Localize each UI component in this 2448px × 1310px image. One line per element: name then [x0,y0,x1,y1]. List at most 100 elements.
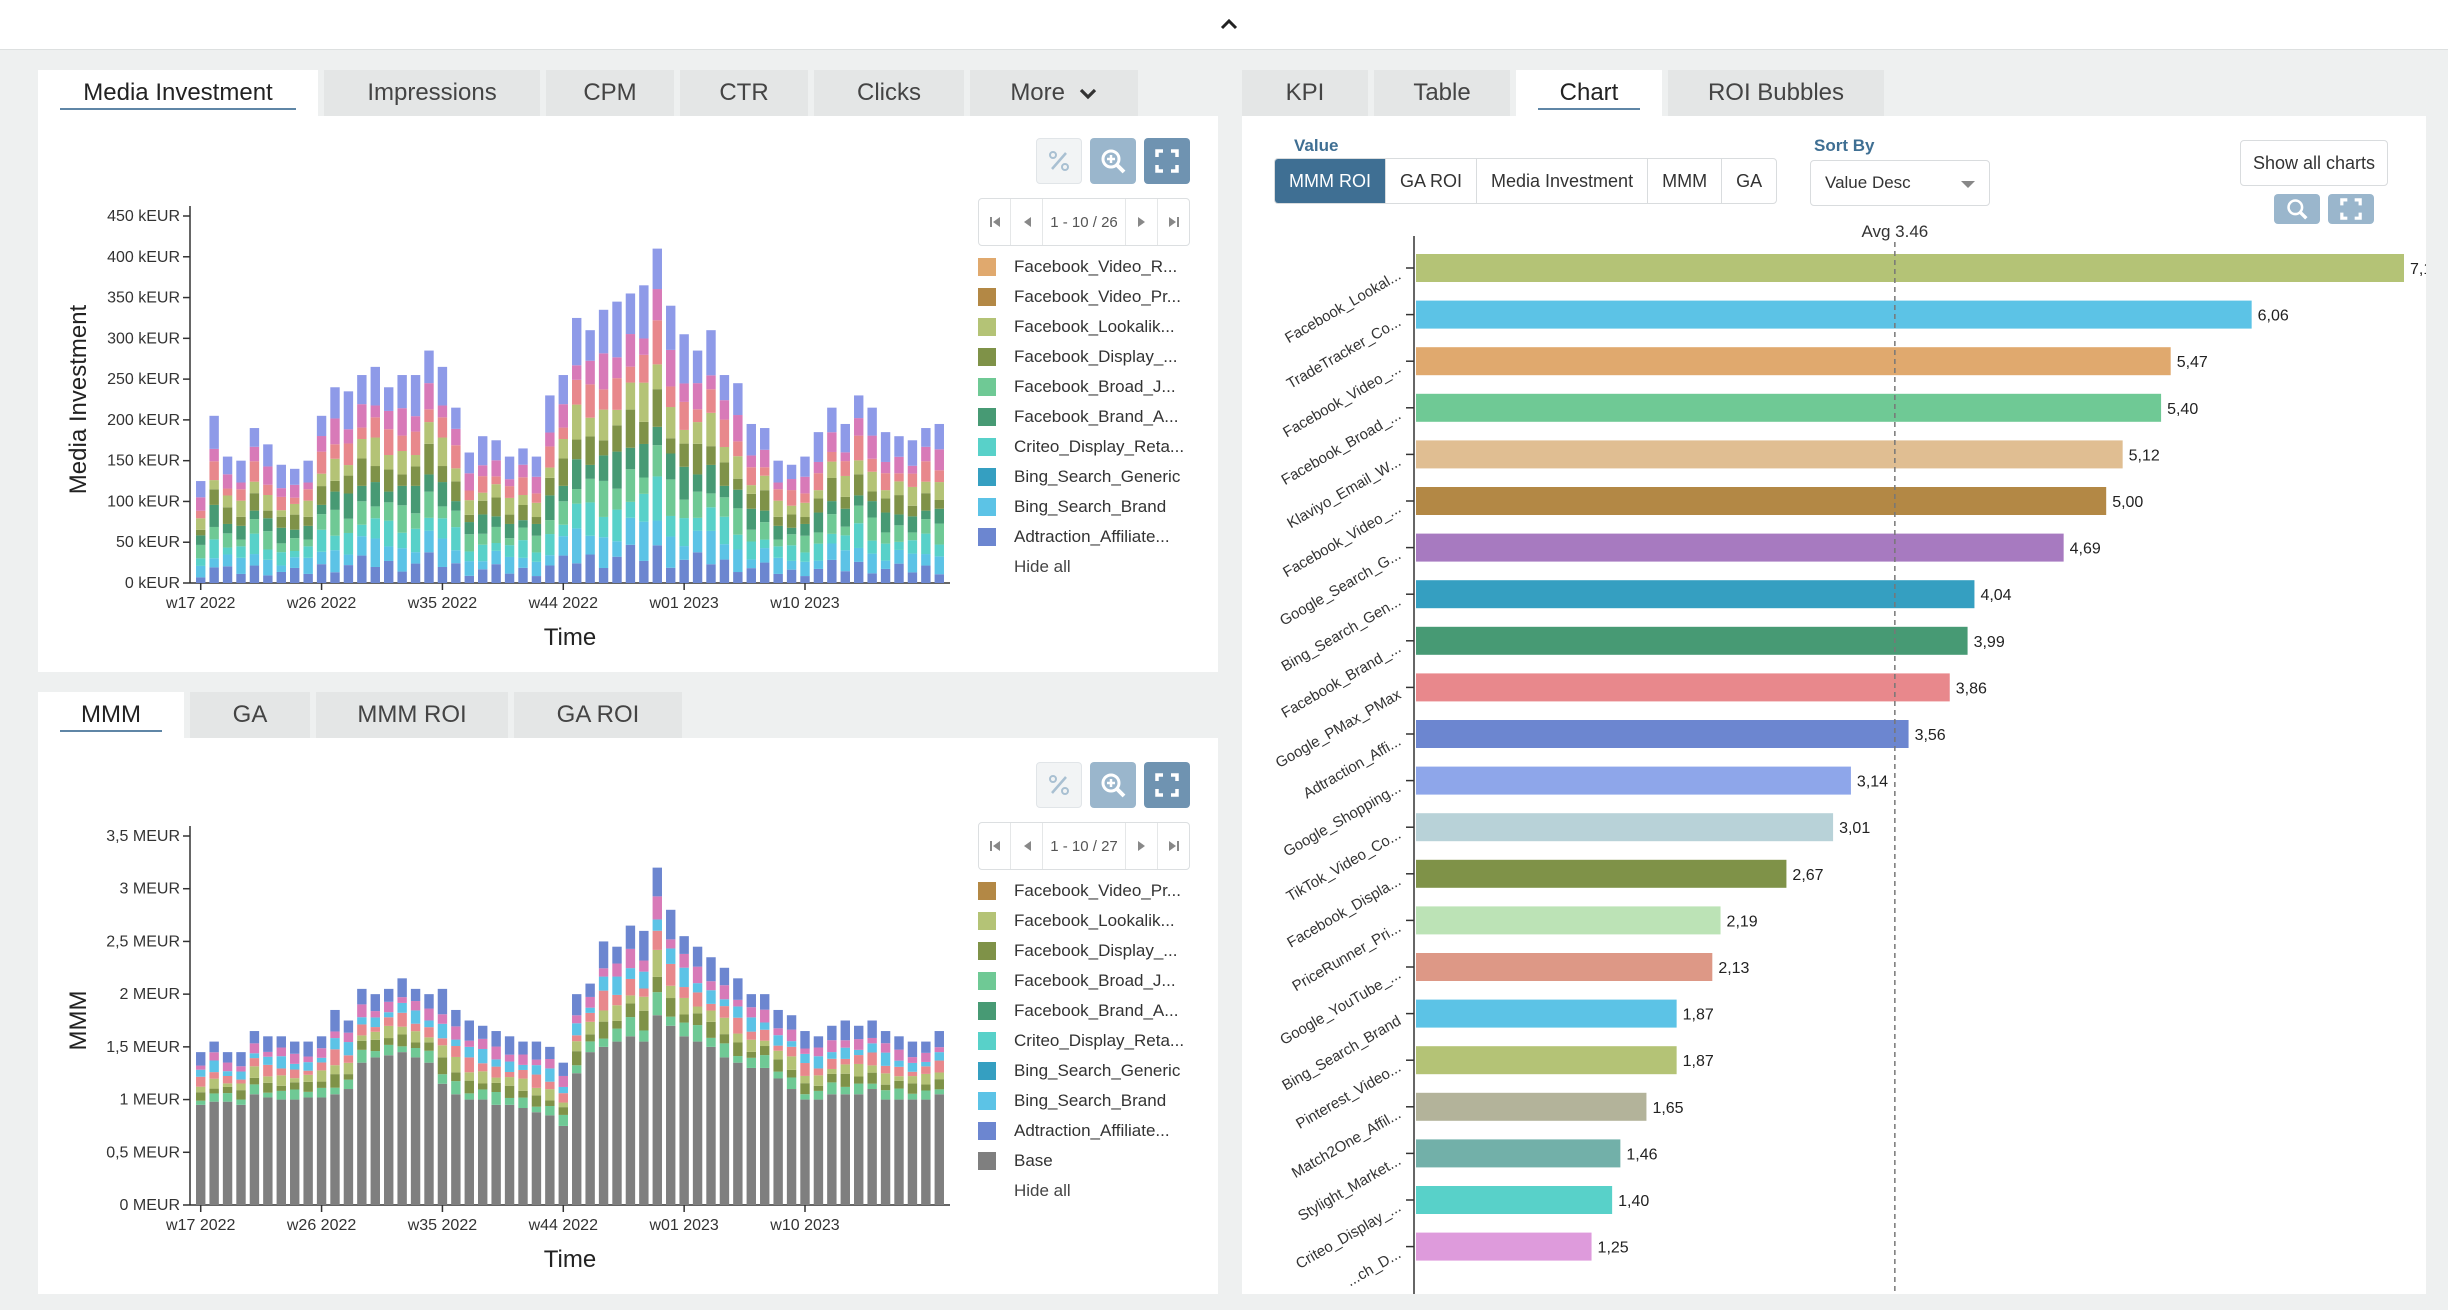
legend-item[interactable]: Facebook_Broad_J... [978,966,1184,996]
legend-label: Facebook_Brand_A... [1014,407,1179,426]
zoom-button[interactable] [1090,762,1136,808]
legend-item[interactable]: Facebook_Video_R... [978,252,1184,282]
bar-segment [303,573,313,583]
bar-segment [760,467,770,476]
pager-last-button[interactable] [1157,199,1189,245]
bar-segment [370,1027,380,1032]
legend-item[interactable]: Bing_Search_Generic [978,462,1184,492]
value-selector: MMM ROI GA ROI Media Investment MMM GA [1274,158,1778,204]
bar-segment-base [679,1036,689,1205]
legend-item[interactable]: Facebook_Video_Pr... [978,876,1184,906]
legend-label: Facebook_Lookalik... [1014,911,1175,930]
tab-mmm[interactable]: MMM [38,692,184,738]
bar-segment-base [706,1046,716,1205]
bar-segment [652,389,662,427]
percent-toggle-button[interactable] [1036,762,1082,808]
legend-item[interactable]: Bing_Search_Brand [978,492,1184,522]
zoom-button[interactable] [2274,194,2320,224]
bar-segment [800,476,810,494]
tab-media-investment[interactable]: Media Investment [38,70,318,116]
legend-item[interactable]: Facebook_Lookalik... [978,312,1184,342]
tab-more[interactable]: More [970,70,1138,116]
legend-item[interactable]: Criteo_Display_Reta... [978,1026,1184,1056]
tab-table[interactable]: Table [1374,70,1510,116]
legend-item[interactable]: Facebook_Display_... [978,342,1184,372]
pager-prev-button[interactable] [1011,199,1043,245]
roi-bar [1416,906,1721,935]
bar-segment [813,1075,824,1086]
tab-chart[interactable]: Chart [1516,70,1662,116]
fullscreen-button[interactable] [1144,138,1190,184]
tab-roi-bubbles[interactable]: ROI Bubbles [1668,70,1884,116]
bar-segment [867,1065,877,1073]
legend-item[interactable]: Facebook_Display_... [978,936,1184,966]
bar-segment [585,417,595,437]
tab-ga[interactable]: GA [190,692,310,738]
legend-item[interactable]: Bing_Search_Brand [978,1086,1184,1116]
bar-segment [840,1047,850,1059]
tab-mmm-roi[interactable]: MMM ROI [316,692,508,738]
bar-segment [773,539,783,547]
hide-all-button[interactable]: Hide all [1014,557,1071,576]
tab-kpi[interactable]: KPI [1242,70,1368,116]
bar-segment [410,375,421,417]
hide-all-button[interactable]: Hide all [1014,1181,1071,1200]
pager-first-button[interactable] [979,823,1011,869]
value-option-mmm-roi[interactable]: MMM ROI [1275,159,1386,203]
legend-item[interactable]: Facebook_Lookalik... [978,906,1184,936]
bar-segment [196,1065,206,1070]
legend-item[interactable]: Bing_Search_Generic [978,1056,1184,1086]
legend-item[interactable]: Facebook_Broad_J... [978,372,1184,402]
show-all-charts-button[interactable]: Show all charts [2240,140,2389,186]
bar-segment [531,1065,542,1075]
bar-segment [504,1097,515,1105]
value-option-ga-roi[interactable]: GA ROI [1386,159,1477,203]
legend-item[interactable]: Adtraction_Affiliate... [978,1116,1184,1146]
bar-segment [558,427,568,440]
legend-item[interactable]: Criteo_Display_Reta... [978,432,1184,462]
bar-segment [786,479,797,491]
tab-cpm[interactable]: CPM [546,70,674,116]
sort-label: Sort By [1814,136,1875,155]
fullscreen-button[interactable] [2328,194,2374,224]
legend-item[interactable]: Facebook_Video_Pr... [978,282,1184,312]
chevron-up-icon[interactable] [1220,18,1238,30]
pager-next-button[interactable] [1125,823,1157,869]
value-option-media-investment[interactable]: Media Investment [1477,159,1649,203]
bar-segment [666,948,676,964]
bar-segment [867,1083,877,1090]
pager-next-button[interactable] [1125,199,1157,245]
bar-segment [612,509,622,542]
value-option-mmm[interactable]: MMM [1648,159,1723,203]
bar-segment [719,447,730,463]
bar-segment [437,482,448,507]
tab-underline [1538,108,1640,110]
bar-segment [249,1031,260,1044]
legend-item[interactable]: Base [978,1146,1184,1176]
legend-item[interactable]: Adtraction_Affiliate... [978,522,1184,552]
pager-last-button[interactable] [1157,823,1189,869]
legend-item[interactable]: Facebook_Brand_A... [978,996,1184,1026]
bar-segment [854,395,864,419]
tab-ctr[interactable]: CTR [680,70,808,116]
sort-select[interactable]: Value Desc [1810,160,1990,206]
bar-segment [491,484,501,498]
tab-ga-roi[interactable]: GA ROI [514,692,682,738]
bar-segment [786,1015,797,1030]
bar-segment [652,896,662,920]
bar-segment [545,565,555,583]
bar-segment [652,320,662,365]
fullscreen-button[interactable] [1144,762,1190,808]
roi-bar [1416,999,1677,1028]
legend-item[interactable]: Facebook_Brand_A... [978,402,1184,432]
tab-clicks[interactable]: Clicks [814,70,964,116]
pager-first-button[interactable] [979,199,1011,245]
tab-impressions[interactable]: Impressions [324,70,540,116]
bar-segment [370,566,380,583]
percent-toggle-button[interactable] [1036,138,1082,184]
bar-segment [652,949,662,977]
value-option-ga[interactable]: GA [1736,171,1763,191]
bar-segment [880,1052,891,1066]
pager-prev-button[interactable] [1011,823,1043,869]
zoom-button[interactable] [1090,138,1136,184]
